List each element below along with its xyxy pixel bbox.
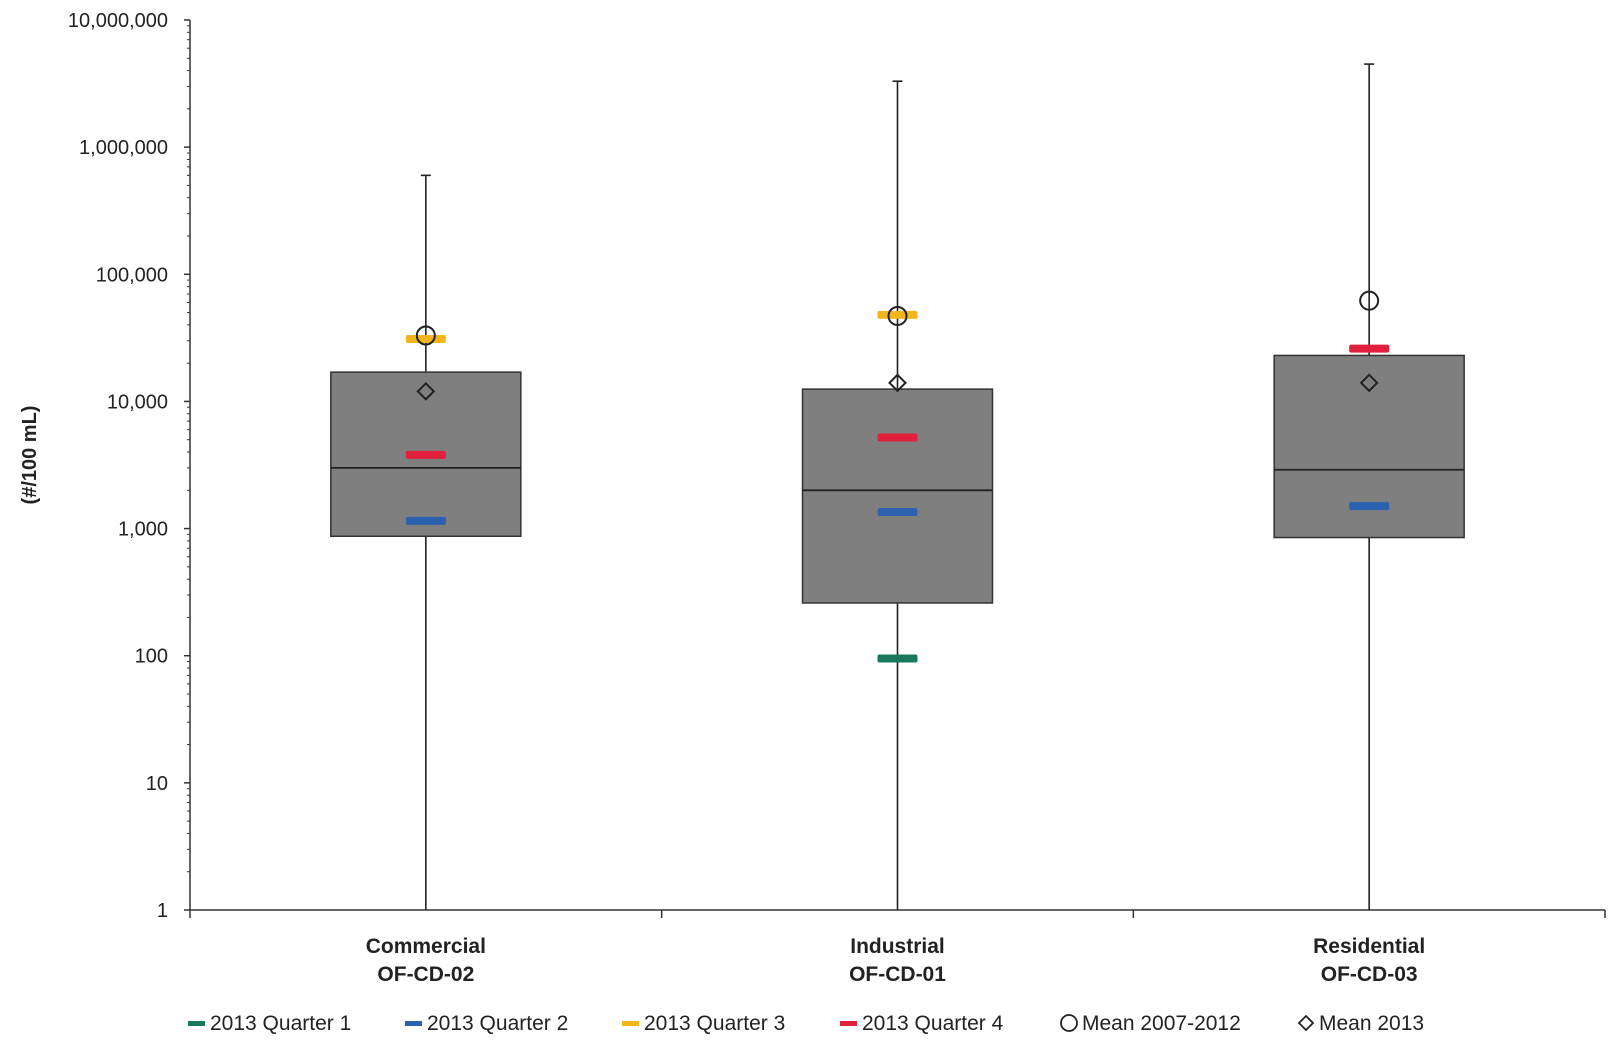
legend-label-2013-quarter-2: 2013 Quarter 2 (427, 1012, 568, 1035)
y-tick-label: 10,000,000 (68, 10, 168, 32)
marker-2013-quarter-1 (877, 654, 918, 663)
legend-label-2013-quarter-4: 2013 Quarter 4 (862, 1012, 1004, 1035)
legend-swatch-mean-2013 (1297, 1014, 1315, 1032)
marker-2013-quarter-4 (877, 433, 918, 442)
marker-mean-2013 (416, 381, 436, 401)
marker-2013-quarter-2 (405, 516, 446, 525)
marker-mean-2007-2012 (887, 305, 908, 326)
legend-swatch-2013-quarter-2 (405, 1021, 422, 1026)
marker-mean-2007-2012 (1359, 290, 1380, 311)
category-label-line2: OF-CD-01 (849, 963, 946, 986)
box-plots (330, 63, 1465, 910)
box (1273, 354, 1465, 539)
y-axis-label: (#/100 mL) (19, 406, 41, 505)
category-label-line1: Industrial (850, 935, 945, 958)
y-tick-label: 10 (146, 773, 168, 795)
legend-label-mean-2007-2012: Mean 2007-2012 (1082, 1012, 1241, 1035)
y-tick-label: 100 (135, 646, 168, 668)
marker-2013-quarter-2 (1349, 502, 1390, 511)
legend: 2013 Quarter 1 2013 Quarter 2 2013 Quarter… (188, 1012, 1424, 1035)
box (801, 388, 994, 604)
x-axis (189, 909, 1606, 918)
marker-2013-quarter-2 (877, 508, 918, 517)
legend-label-2013-quarter-3: 2013 Quarter 3 (644, 1012, 785, 1035)
category-labels: Commercial OF-CD-02 Industrial OF-CD-01 Resi… (366, 935, 1425, 986)
data-markers (405, 290, 1390, 663)
legend-swatch-2013-quarter-4 (840, 1021, 857, 1026)
marker-2013-quarter-4 (405, 450, 446, 459)
marker-2013-quarter-3 (405, 334, 446, 343)
marker-mean-2013 (888, 373, 907, 393)
category-label-line2: OF-CD-03 (1321, 963, 1418, 986)
marker-mean-2007-2012 (415, 325, 436, 346)
y-tick-label: 1,000,000 (79, 137, 168, 159)
y-tick-label: 100,000 (96, 264, 168, 286)
category-label-line2: OF-CD-02 (377, 963, 474, 986)
category-label-line1: Residential (1313, 935, 1425, 958)
y-tick-label: 10,000 (107, 391, 168, 413)
legend-label-mean-2013: Mean 2013 (1319, 1012, 1424, 1035)
y-axis: 1 10 100 1,000 10,000 100,000 1,000,000 10,000,… (68, 10, 191, 922)
category-label-line1: Commercial (366, 935, 486, 958)
y-tick-label: 1 (157, 900, 168, 922)
marker-2013-quarter-3 (877, 310, 918, 319)
legend-swatch-2013-quarter-3 (622, 1021, 639, 1026)
y-tick-label: 1,000 (118, 519, 168, 541)
legend-swatch-2013-quarter-1 (188, 1021, 205, 1026)
marker-mean-2013 (1359, 373, 1379, 393)
legend-label-2013-quarter-1: 2013 Quarter 1 (210, 1012, 351, 1035)
legend-swatch-mean-2007-2012 (1060, 1014, 1078, 1032)
marker-2013-quarter-4 (1349, 344, 1390, 353)
